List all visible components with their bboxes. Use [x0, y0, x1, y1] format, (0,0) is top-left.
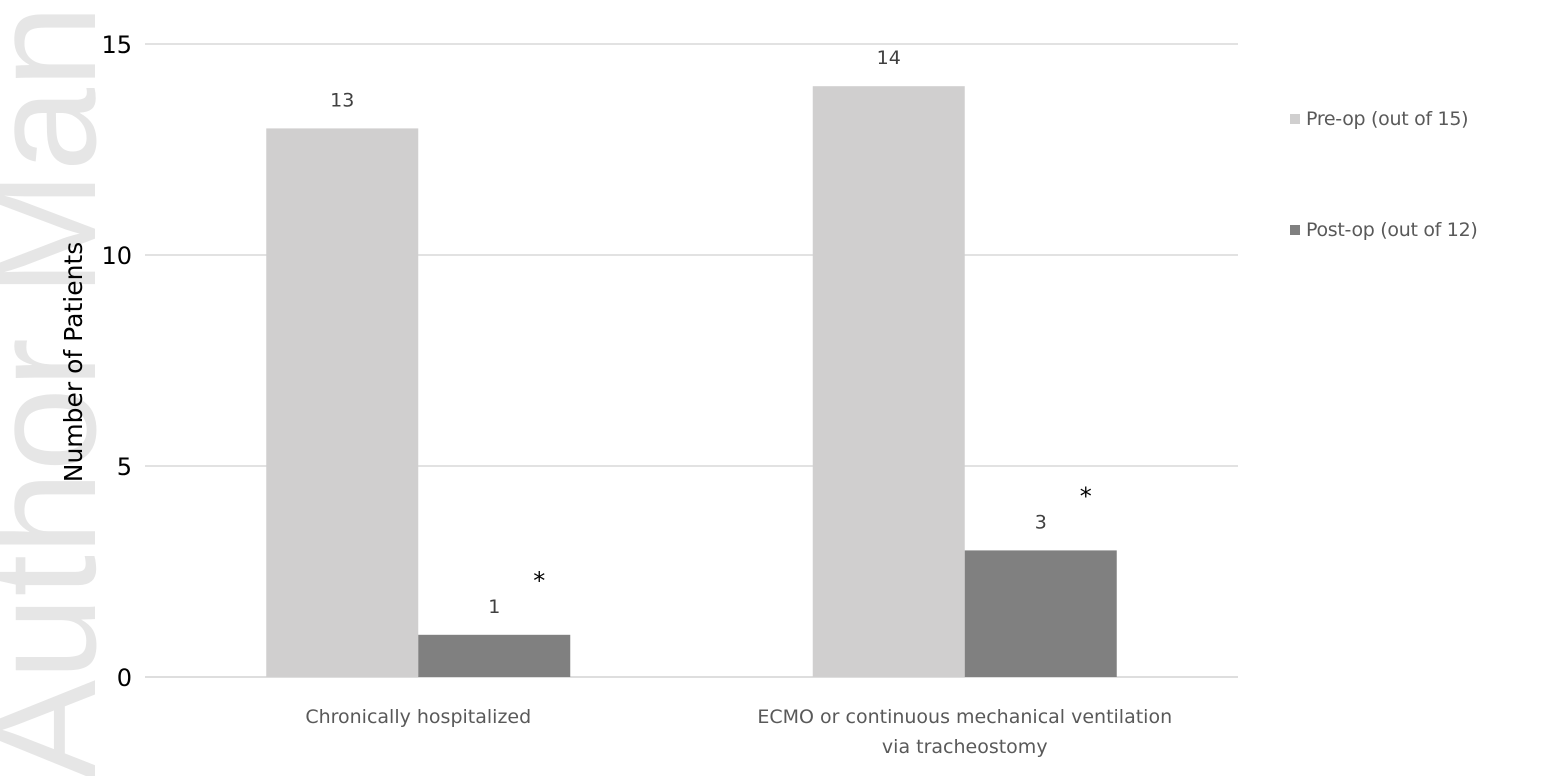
- data-label: 3: [1035, 511, 1047, 533]
- bars: [266, 86, 1117, 677]
- x-tick-label: ECMO or continuous mechanical ventilatio…: [757, 706, 1172, 728]
- legend-swatch-pre-op: [1290, 114, 1300, 124]
- legend: Pre-op (out of 15) Post-op (out of 12): [1290, 108, 1478, 330]
- data-label: 1: [488, 596, 500, 618]
- y-tick-label: 0: [117, 664, 132, 692]
- watermark: Author Manuscript: [0, 0, 130, 776]
- x-tick-labels: Chronically hospitalized ECMO or continuo…: [305, 706, 1172, 758]
- bar-pre-op: [812, 86, 965, 677]
- y-tick-label: 10: [101, 242, 132, 270]
- legend-label-pre-op: Pre-op (out of 15): [1306, 108, 1469, 130]
- x-tick-label: via tracheostomy: [882, 736, 1048, 758]
- legend-swatch-post-op: [1290, 225, 1300, 235]
- significance-marker: *: [533, 567, 545, 595]
- data-label: 14: [877, 47, 901, 69]
- legend-item-post-op: Post-op (out of 12): [1290, 219, 1478, 241]
- x-tick-label: Chronically hospitalized: [305, 706, 531, 728]
- bar-post-op: [418, 634, 571, 677]
- significance-marker: *: [1080, 482, 1092, 510]
- bar-post-op: [964, 550, 1117, 677]
- legend-label-post-op: Post-op (out of 12): [1306, 219, 1478, 241]
- y-tick-labels: 0 5 10 15: [101, 31, 132, 692]
- watermark-text: Author Manuscript: [0, 0, 127, 776]
- legend-item-pre-op: Pre-op (out of 15): [1290, 108, 1478, 130]
- y-tick-label: 5: [117, 453, 132, 481]
- data-label: 13: [330, 89, 354, 111]
- y-axis-label: Number of Patients: [59, 242, 88, 483]
- y-tick-label: 15: [101, 31, 132, 59]
- watermark-svg: Author Manuscript: [0, 0, 127, 776]
- bar-pre-op: [266, 128, 419, 677]
- data-labels: 13 1 * 14 3 *: [330, 47, 1092, 618]
